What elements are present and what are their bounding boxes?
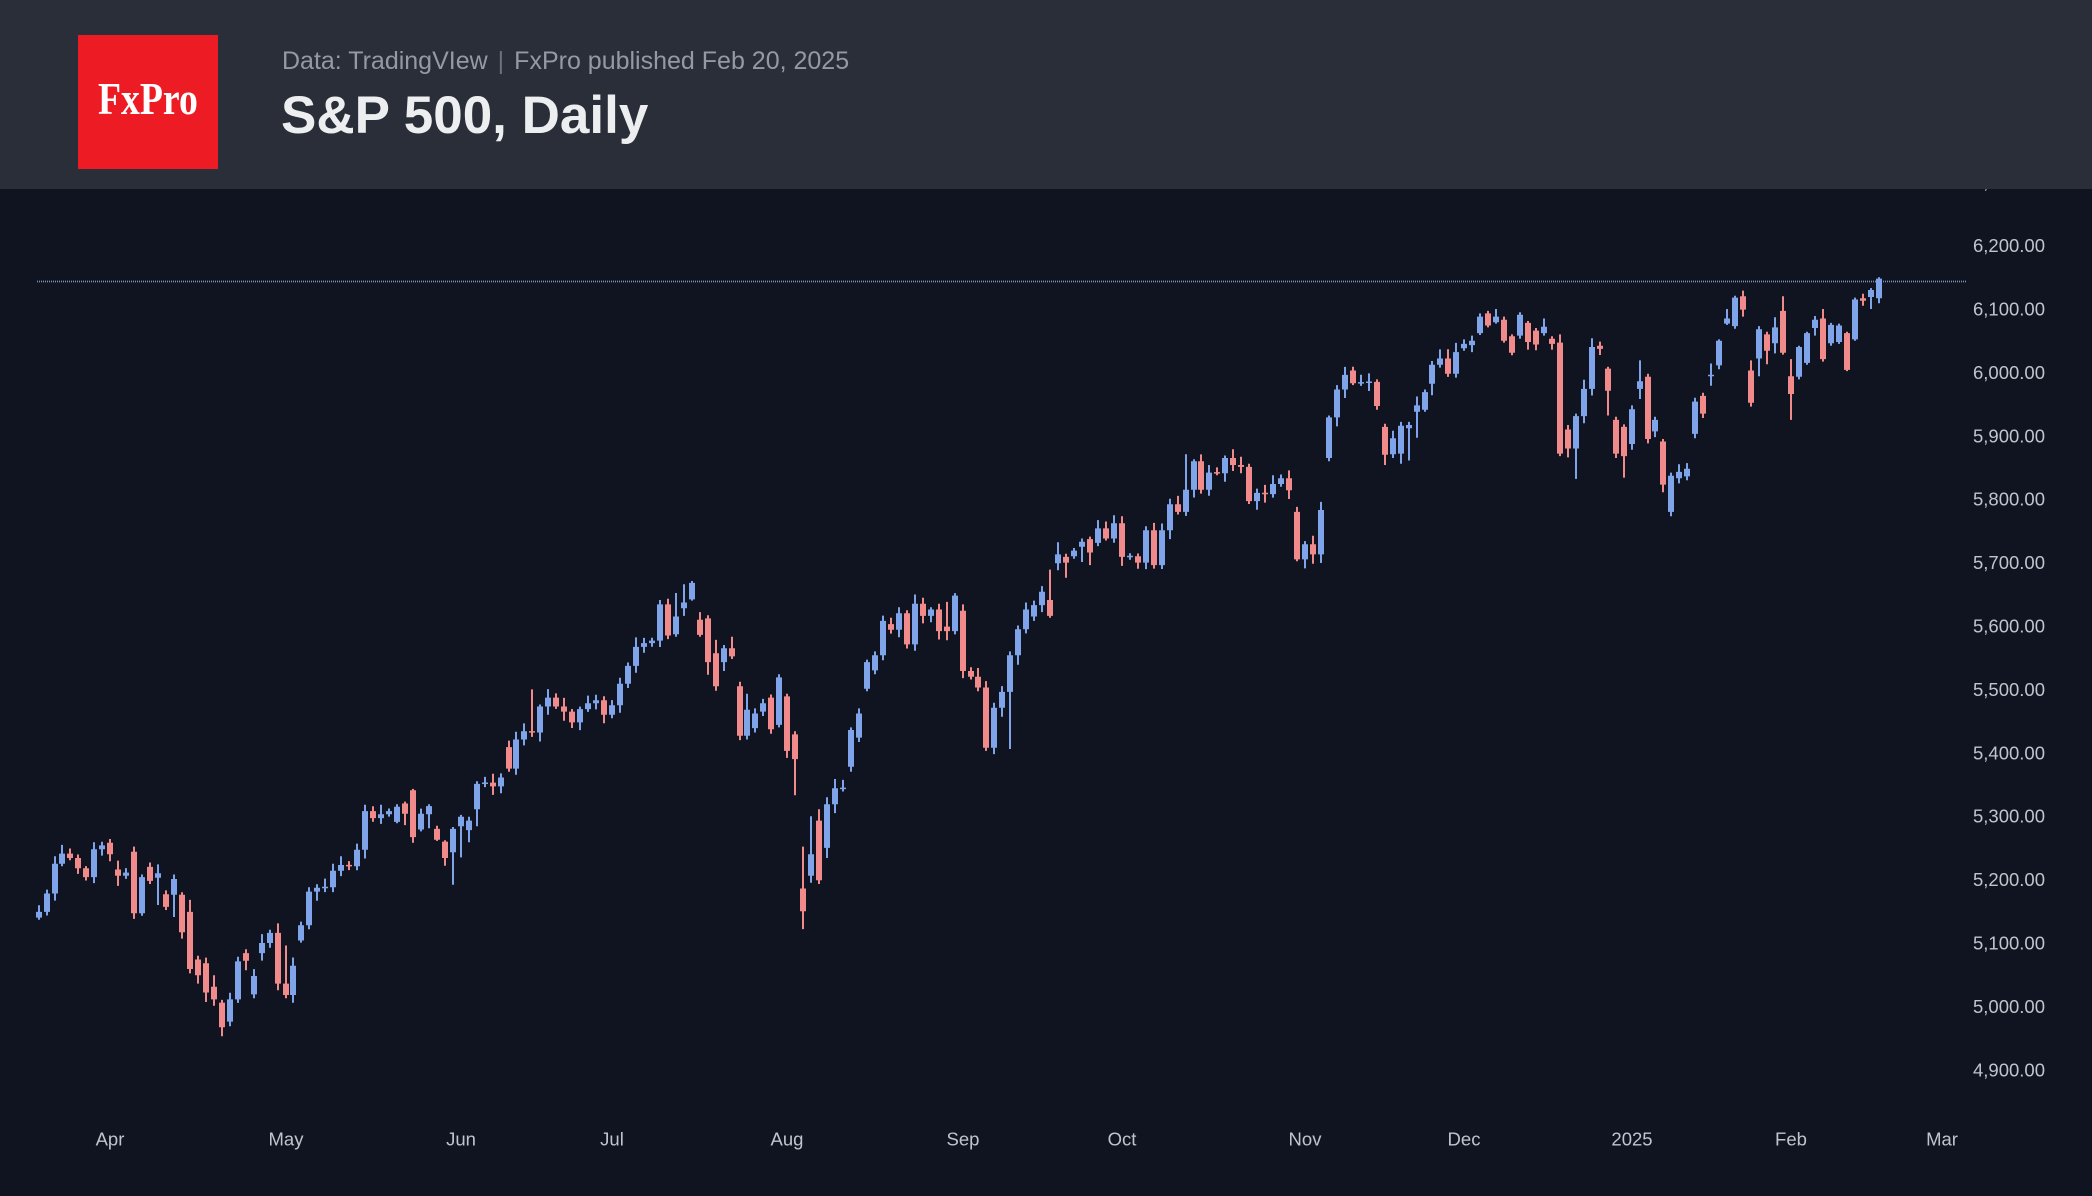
svg-text:Jul: Jul	[600, 1129, 624, 1150]
svg-text:4,900.00: 4,900.00	[1973, 1059, 2045, 1080]
svg-text:Sep: Sep	[947, 1129, 980, 1150]
svg-text:May: May	[269, 1129, 305, 1150]
svg-text:5,200.00: 5,200.00	[1973, 869, 2045, 890]
svg-text:Oct: Oct	[1108, 1129, 1137, 1150]
svg-text:Mar: Mar	[1926, 1129, 1958, 1150]
svg-text:6,000.00: 6,000.00	[1973, 362, 2045, 383]
svg-text:Aug: Aug	[771, 1129, 804, 1150]
svg-text:2025: 2025	[1611, 1129, 1652, 1150]
svg-text:Nov: Nov	[1289, 1129, 1323, 1150]
svg-text:Apr: Apr	[96, 1129, 125, 1150]
svg-text:5,800.00: 5,800.00	[1973, 489, 2045, 510]
svg-text:5,500.00: 5,500.00	[1973, 679, 2045, 700]
svg-text:Dec: Dec	[1448, 1129, 1481, 1150]
svg-text:6,200.00: 6,200.00	[1973, 235, 2045, 256]
svg-text:5,900.00: 5,900.00	[1973, 425, 2045, 446]
svg-text:5,000.00: 5,000.00	[1973, 996, 2045, 1017]
svg-text:5,300.00: 5,300.00	[1973, 806, 2045, 827]
svg-text:5,400.00: 5,400.00	[1973, 742, 2045, 763]
svg-text:6,100.00: 6,100.00	[1973, 299, 2045, 320]
svg-text:Feb: Feb	[1775, 1129, 1807, 1150]
svg-text:5,100.00: 5,100.00	[1973, 933, 2045, 954]
svg-text:5,600.00: 5,600.00	[1973, 616, 2045, 637]
svg-text:5,700.00: 5,700.00	[1973, 552, 2045, 573]
svg-text:Jun: Jun	[446, 1129, 476, 1150]
